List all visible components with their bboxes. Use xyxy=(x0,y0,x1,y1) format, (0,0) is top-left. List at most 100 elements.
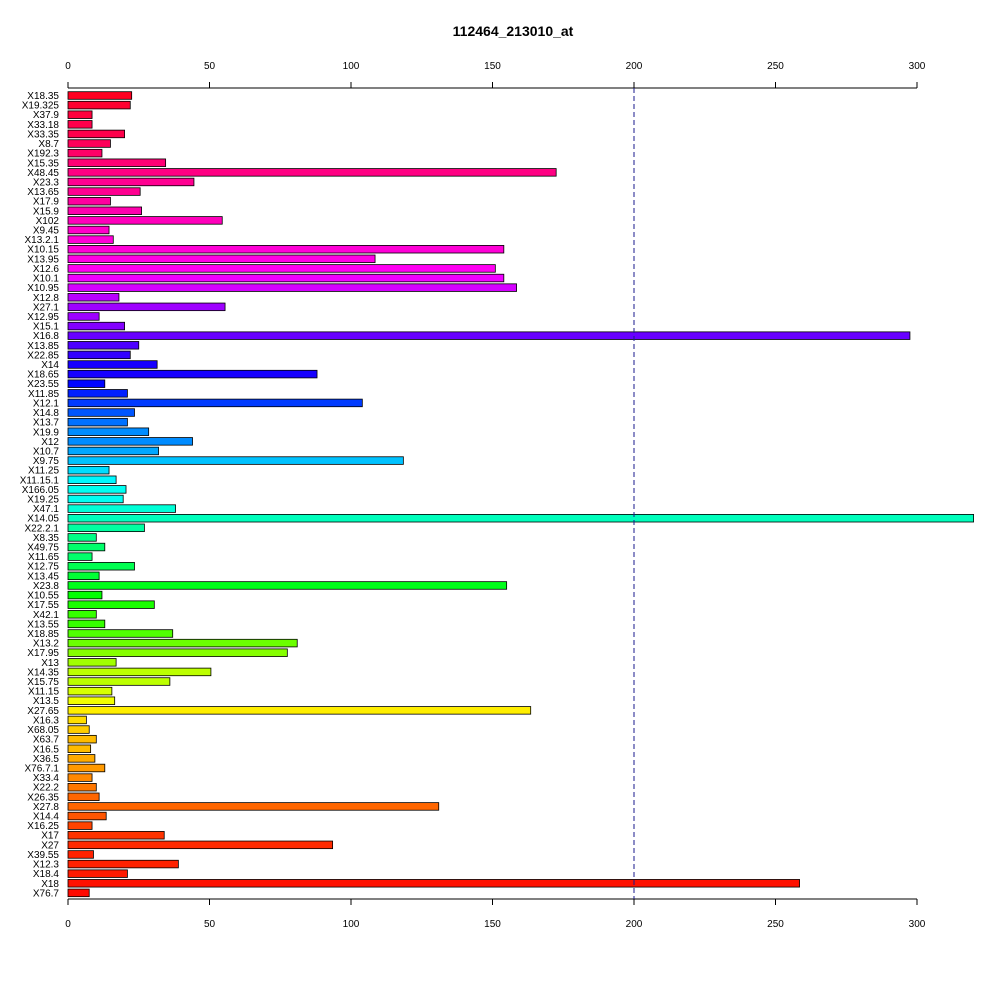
category-label: X19.325 xyxy=(22,101,60,112)
category-label: X17.95 xyxy=(27,648,59,659)
category-label: X192.3 xyxy=(27,149,59,160)
category-label: X12.95 xyxy=(27,312,59,323)
bar-X16.25 xyxy=(67,821,93,830)
category-label: X47.1 xyxy=(33,504,60,515)
tick-label: 50 xyxy=(204,61,216,72)
category-label: X10.7 xyxy=(33,446,60,457)
category-label: X27 xyxy=(41,840,59,851)
bar-X8.35 xyxy=(67,533,97,542)
bar-X13.55 xyxy=(67,619,106,629)
bar-X27.8 xyxy=(67,802,440,811)
bar-X13.45 xyxy=(67,571,100,581)
bar-X15.75 xyxy=(67,677,171,686)
category-label: X15.35 xyxy=(27,158,59,169)
bars-group xyxy=(67,91,974,898)
tick-label: 0 xyxy=(65,919,71,930)
bar-X12.95 xyxy=(67,312,100,321)
bar-X11.85 xyxy=(67,389,128,398)
tick-label: 250 xyxy=(767,919,784,930)
bar-X13.2.1 xyxy=(67,235,114,244)
category-label: X8.7 xyxy=(38,139,59,150)
bar-X10.1 xyxy=(67,273,505,283)
category-label: X13.95 xyxy=(27,254,59,265)
bar-X22.85 xyxy=(67,350,131,360)
category-label: X63.7 xyxy=(33,735,60,746)
category-label: X13 xyxy=(41,658,59,669)
tick-label: 250 xyxy=(767,61,784,72)
bar-X48.45 xyxy=(67,168,557,177)
category-label: X33.35 xyxy=(27,129,59,140)
category-label: X13.65 xyxy=(27,187,59,198)
bar-X23.8 xyxy=(67,581,508,590)
bar-X22.2 xyxy=(67,783,97,792)
bar-X11.15 xyxy=(67,686,113,696)
category-label: X18.65 xyxy=(27,370,59,381)
category-label: X48.45 xyxy=(27,168,59,179)
category-label: X14.4 xyxy=(33,812,60,823)
category-label: X9.75 xyxy=(33,456,60,467)
category-label: X12.8 xyxy=(33,293,60,304)
category-label: X11.25 xyxy=(28,466,59,477)
bar-X17.55 xyxy=(67,600,155,609)
category-label: X33.18 xyxy=(27,120,59,131)
category-label: X68.05 xyxy=(27,725,59,736)
bar-X13.2 xyxy=(67,638,298,648)
category-label: X13.55 xyxy=(27,619,59,630)
category-label: X18 xyxy=(41,879,59,890)
bar-X47.1 xyxy=(67,504,176,513)
bar-X192.3 xyxy=(67,148,103,158)
bar-X13.95 xyxy=(67,254,376,264)
bar-X16.3 xyxy=(67,715,87,725)
category-label: X8.35 xyxy=(33,533,60,544)
tick-label: 300 xyxy=(909,919,926,930)
bar-X18.35 xyxy=(67,91,133,100)
bar-X14.35 xyxy=(67,667,212,677)
bar-X9.75 xyxy=(67,456,404,465)
bar-X36.5 xyxy=(67,754,96,763)
category-label: X19.25 xyxy=(27,494,59,505)
bar-X12.8 xyxy=(67,293,120,302)
bar-X12.3 xyxy=(67,859,179,869)
category-label: X39.55 xyxy=(27,850,59,861)
bar-X37.9 xyxy=(67,110,93,119)
category-label: X27.8 xyxy=(33,802,60,813)
bar-X39.55 xyxy=(67,850,94,859)
category-label: X23.3 xyxy=(33,177,60,188)
category-label: X166.05 xyxy=(22,485,60,496)
tick-label: 100 xyxy=(343,919,360,930)
chart-title: 112464_213010_at xyxy=(453,23,574,39)
bar-X17.9 xyxy=(67,196,111,206)
category-label: X12 xyxy=(41,437,59,448)
category-label: X16.8 xyxy=(33,331,60,342)
tick-label: 50 xyxy=(204,919,216,930)
bar-X14.05 xyxy=(67,514,974,523)
bar-X18.85 xyxy=(67,629,174,638)
category-label: X13.7 xyxy=(33,418,60,429)
bar-X23.55 xyxy=(67,379,106,388)
category-label: X17.55 xyxy=(27,600,59,611)
bar-X15.1 xyxy=(67,321,125,331)
category-label: X19.9 xyxy=(33,427,60,438)
category-label: X11.65 xyxy=(28,552,59,563)
bar-X63.7 xyxy=(67,734,97,744)
bar-X12.75 xyxy=(67,562,135,571)
category-label: X11.15.1 xyxy=(20,475,60,486)
bar-X18 xyxy=(67,879,800,888)
bar-X18.65 xyxy=(67,369,318,379)
bar-X19.9 xyxy=(67,427,150,436)
category-label: X22.85 xyxy=(27,350,59,361)
category-label: X10.95 xyxy=(27,283,59,294)
tick-label: 200 xyxy=(626,919,643,930)
category-label: X42.1 xyxy=(33,610,60,621)
category-label: X14.05 xyxy=(27,514,59,525)
category-label: X27.1 xyxy=(33,302,60,313)
bar-X33.18 xyxy=(67,120,93,129)
category-label: X102 xyxy=(36,216,60,227)
bar-X13.85 xyxy=(67,341,140,350)
category-label: X15.1 xyxy=(33,322,60,333)
bar-X11.65 xyxy=(67,552,93,561)
bar-X10.15 xyxy=(67,245,505,254)
tick-label: 100 xyxy=(343,61,360,72)
bar-X166.05 xyxy=(67,485,127,494)
tick-label: 200 xyxy=(626,61,643,72)
